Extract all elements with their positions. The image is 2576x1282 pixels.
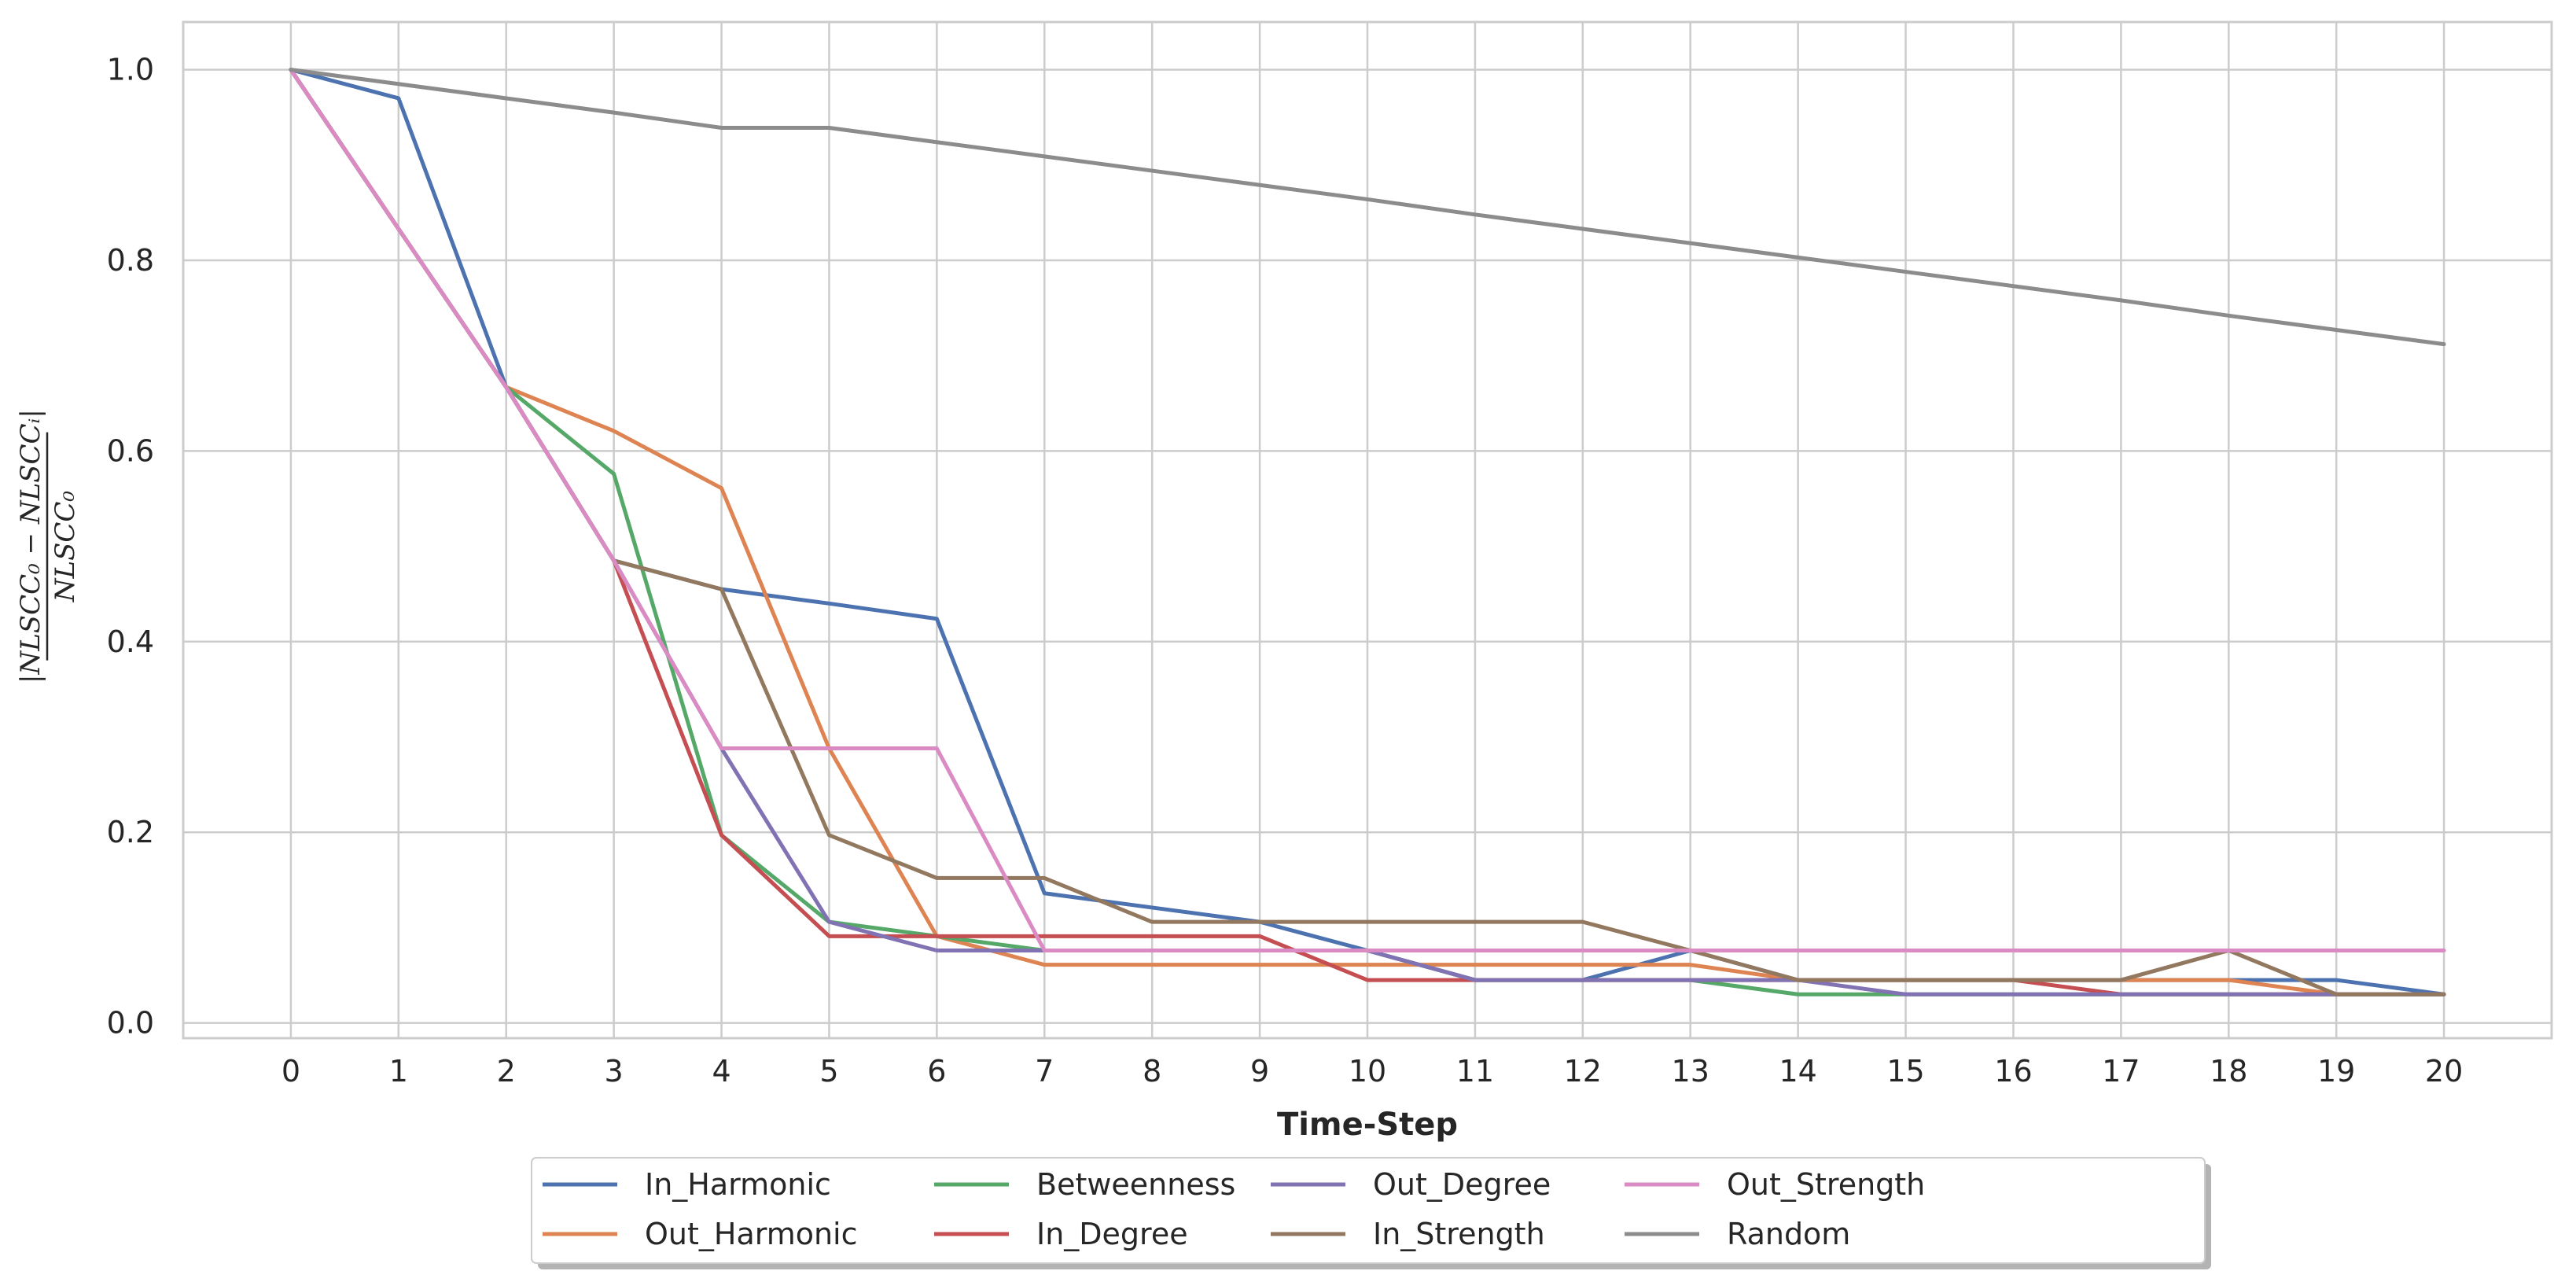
- grid: [183, 22, 2552, 1038]
- x-tick-label: 3: [605, 1054, 624, 1089]
- legend-label: Out_Strength: [1727, 1167, 1925, 1202]
- x-tick-label: 13: [1672, 1054, 1709, 1089]
- x-tick-label: 1: [389, 1054, 408, 1089]
- legend: In_Harmonic Out_Harmonic Betweenness In_Deg…: [531, 1157, 2211, 1269]
- y-axis-title-denominator: NLSCC₀: [50, 491, 81, 603]
- legend-label: In_Strength: [1373, 1217, 1545, 1251]
- series-line-in-strength: [289, 68, 2446, 996]
- x-tick-labels: 0 1 2 3 4 5 6 7 8 9 10 11 12 13 14 15 16 17 18 19 20: [282, 1054, 2463, 1089]
- legend-label: Random: [1727, 1217, 1850, 1251]
- y-tick-label: 1.0: [107, 53, 154, 87]
- x-tick-label: 15: [1886, 1054, 1924, 1089]
- x-tick-label: 17: [2102, 1054, 2140, 1089]
- x-tick-label: 0: [282, 1054, 300, 1089]
- y-axis-title-numerator: |NLSCC₀ − NLSCCᵢ|: [15, 409, 46, 683]
- x-tick-label: 4: [712, 1054, 730, 1089]
- legend-label: Betweenness: [1036, 1167, 1235, 1202]
- x-tick-label: 6: [927, 1054, 946, 1089]
- y-tick-label: 0.0: [107, 1006, 154, 1041]
- x-tick-label: 2: [497, 1054, 516, 1089]
- legend-label: Out_Harmonic: [645, 1217, 858, 1251]
- x-tick-label: 12: [1564, 1054, 1602, 1089]
- y-tick-label: 0.2: [107, 815, 154, 849]
- series-line-random: [289, 68, 2446, 347]
- x-tick-label: 10: [1349, 1054, 1386, 1089]
- legend-label: In_Harmonic: [645, 1167, 831, 1202]
- x-tick-label: 16: [1994, 1054, 2032, 1089]
- plot-area-frame: [182, 20, 2553, 1040]
- legend-label: Out_Degree: [1373, 1167, 1551, 1202]
- x-tick-label: 14: [1779, 1054, 1816, 1089]
- y-tick-label: 0.6: [107, 433, 154, 468]
- x-tick-label: 5: [819, 1054, 838, 1089]
- x-tick-label: 9: [1250, 1054, 1269, 1089]
- y-tick-label: 0.4: [107, 624, 154, 659]
- x-tick-label: 11: [1456, 1054, 1494, 1089]
- y-tick-labels: 0.0 0.2 0.4 0.6 0.8 1.0: [107, 53, 154, 1041]
- y-tick-label: 0.8: [107, 243, 154, 278]
- y-axis-title: |NLSCC₀ − NLSCCᵢ| NLSCC₀: [15, 409, 81, 683]
- series-line-in-degree: [289, 68, 2446, 996]
- x-tick-label: 18: [2210, 1054, 2247, 1089]
- x-tick-label: 19: [2317, 1054, 2355, 1089]
- x-tick-label: 8: [1143, 1054, 1161, 1089]
- series-line-out-strength: [289, 68, 2446, 952]
- x-tick-label: 20: [2425, 1054, 2463, 1089]
- x-axis-title: Time-Step: [1277, 1107, 1458, 1143]
- series-lines: [289, 68, 2446, 996]
- x-tick-label: 7: [1035, 1054, 1054, 1089]
- legend-label: In_Degree: [1036, 1217, 1188, 1251]
